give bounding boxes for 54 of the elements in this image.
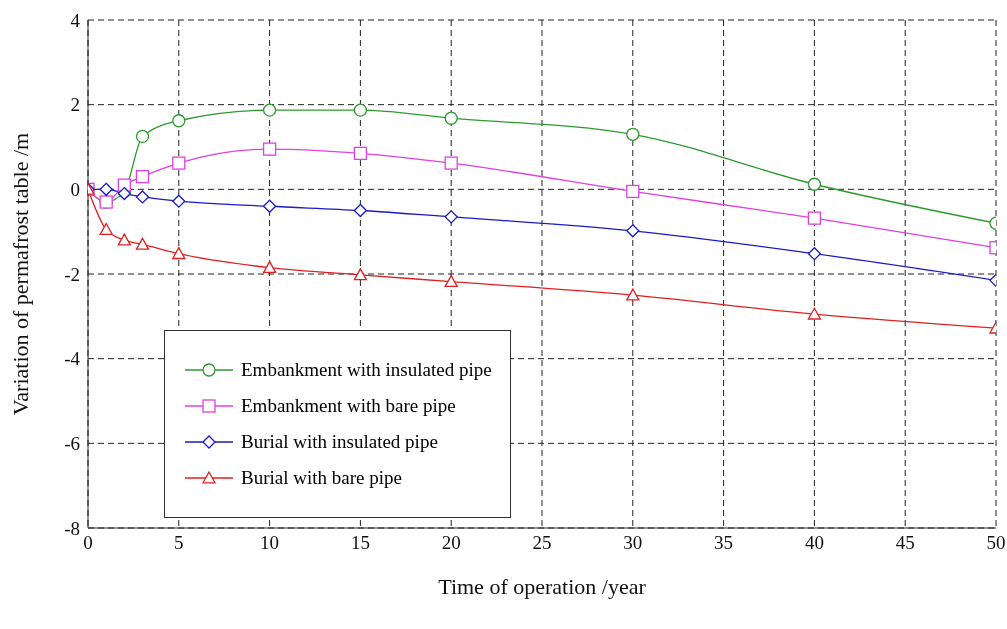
point xyxy=(807,211,822,225)
point xyxy=(626,184,640,199)
x-axis-title: Time of operation /year xyxy=(438,574,647,599)
point xyxy=(444,111,458,125)
point xyxy=(626,127,640,141)
point xyxy=(172,247,186,260)
point xyxy=(353,103,368,117)
x-tick-label: 40 xyxy=(804,532,824,554)
x-tick-label: 50 xyxy=(986,532,1006,554)
legend-label: Burial with bare pipe xyxy=(241,467,402,489)
legend-label: Embankment with bare pipe xyxy=(241,395,456,417)
point xyxy=(626,288,640,301)
legend-label: Burial with insulated pipe xyxy=(241,431,438,453)
point xyxy=(172,194,186,208)
point xyxy=(262,199,277,213)
x-tick-label: 25 xyxy=(532,532,552,554)
x-tick-label: 35 xyxy=(714,532,734,554)
y-tick-label: -2 xyxy=(64,263,80,285)
point xyxy=(135,190,150,204)
point xyxy=(262,261,277,274)
x-tick-label: 30 xyxy=(623,532,643,554)
point xyxy=(117,233,131,246)
x-tick-label: 15 xyxy=(350,532,370,554)
y-tick-label: 4 xyxy=(70,9,81,31)
x-tick-label: 45 xyxy=(895,532,915,554)
point xyxy=(353,146,368,160)
point xyxy=(135,169,150,184)
point xyxy=(444,156,458,170)
y-tick-label: 2 xyxy=(70,94,80,116)
point xyxy=(353,268,368,281)
point xyxy=(99,182,113,196)
y-tick-label: -8 xyxy=(64,517,80,539)
point xyxy=(262,103,277,117)
point xyxy=(807,177,822,191)
point xyxy=(99,222,113,235)
point xyxy=(807,307,822,320)
y-tick-label: -4 xyxy=(64,348,81,370)
x-tick-label: 5 xyxy=(174,532,184,554)
y-axis-title: Variation of permafrost table /m xyxy=(7,132,33,416)
point xyxy=(807,247,822,261)
x-tick-label: 20 xyxy=(441,532,461,554)
point xyxy=(353,203,368,218)
x-tick-label: 10 xyxy=(260,532,280,554)
point xyxy=(135,129,150,144)
y-tick-label: -6 xyxy=(64,433,80,455)
point xyxy=(262,142,277,156)
y-tick-label: 0 xyxy=(70,179,80,201)
point xyxy=(172,156,186,170)
point xyxy=(444,210,458,224)
legend-label: Embankment with insulated pipe xyxy=(241,359,492,381)
point xyxy=(444,274,458,288)
point xyxy=(135,237,150,250)
point xyxy=(626,224,640,238)
point xyxy=(172,114,186,128)
